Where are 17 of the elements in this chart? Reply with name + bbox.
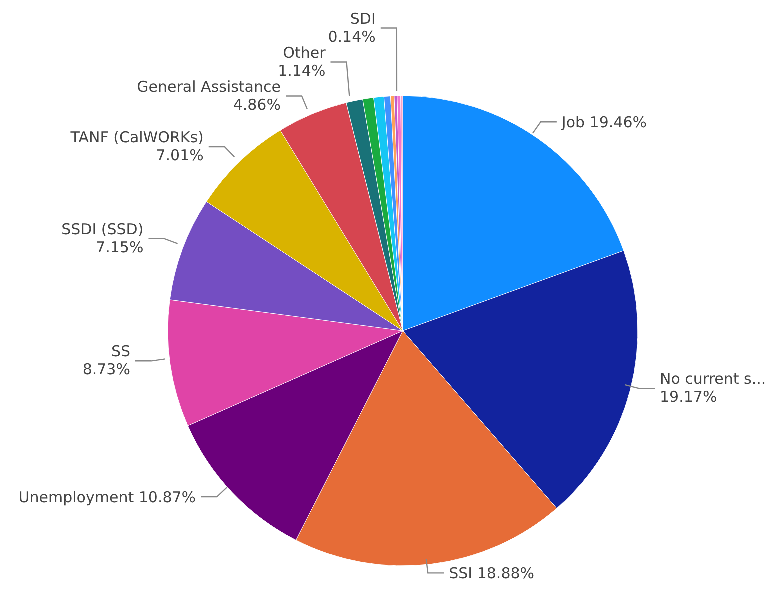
slice-label: Other xyxy=(283,44,327,62)
slice-label: General Assistance xyxy=(137,78,281,96)
slice-label: Job 19.46% xyxy=(560,113,648,132)
data-label: 7.01% xyxy=(156,146,204,165)
data-label: 19.17% xyxy=(660,388,718,406)
data-label: 1.14% xyxy=(278,62,326,80)
slice-label: SSDI (SSD) xyxy=(62,220,144,238)
slice-label: SDI xyxy=(350,10,376,28)
slice-label: Unemployment 10.87% xyxy=(18,488,196,506)
data-label: 0.14% xyxy=(328,28,376,46)
slice-label: TANF (CalWORKs) xyxy=(70,128,204,147)
slice-label: SS xyxy=(111,342,130,361)
slice-label: No current s... xyxy=(660,370,766,388)
data-label: 8.73% xyxy=(82,360,130,379)
data-label: 7.15% xyxy=(96,238,144,256)
data-label: 4.86% xyxy=(233,96,281,114)
slice-label: SSI 18.88% xyxy=(449,564,535,582)
